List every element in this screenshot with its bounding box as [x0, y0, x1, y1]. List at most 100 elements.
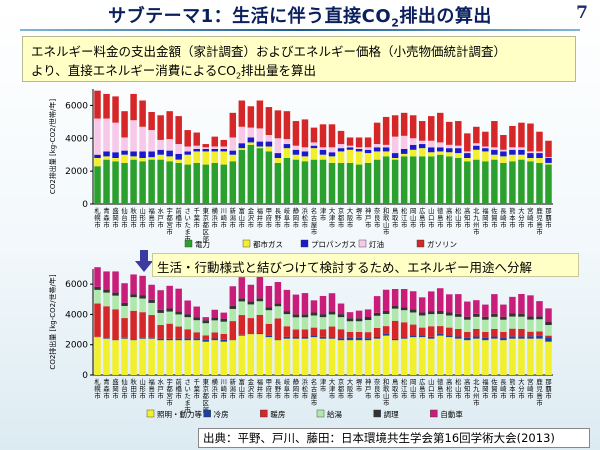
bar-segment: [301, 338, 309, 375]
bar-segment: [121, 302, 128, 306]
bar-segment: [130, 310, 137, 340]
bar-segment: [184, 130, 191, 147]
y-tick-label: 4000: [65, 310, 88, 320]
bar-segment: [373, 144, 381, 148]
bar-segment: [482, 146, 489, 149]
bar-segment: [184, 329, 191, 339]
legend-swatch: [416, 239, 425, 248]
bar-segment: [94, 267, 101, 287]
x-tick-label: 福岡市: [482, 206, 488, 229]
bar-segment: [545, 164, 552, 204]
bar-segment: [193, 132, 200, 146]
bar-segment: [310, 315, 318, 328]
bar-segment: [292, 314, 300, 318]
bar-segment: [139, 151, 146, 158]
bar-segment: [418, 335, 426, 338]
bar-segment: [373, 151, 381, 160]
bar-segment: [536, 338, 543, 375]
bar-segment: [482, 161, 489, 204]
bar-segment: [265, 307, 273, 311]
title-bar: サブテーマ1：生活に伴う直接CO2排出の算出 7: [0, 0, 600, 30]
bar-segment: [211, 146, 219, 149]
page-number: 7: [576, 3, 588, 23]
bar-segment: [211, 317, 219, 321]
bar-segment: [491, 121, 498, 148]
bar-segment: [184, 164, 191, 204]
bar-segment: [382, 335, 390, 375]
bar-segment: [382, 289, 390, 311]
x-tick-label: 那覇市: [545, 207, 551, 229]
bar-segment: [184, 154, 191, 165]
bar-segment: [464, 340, 471, 375]
bar-segment: [418, 148, 426, 157]
bar-segment: [536, 151, 543, 154]
bar-segment: [500, 162, 507, 204]
bar-segment: [103, 338, 110, 339]
bar-segment: [337, 329, 345, 339]
x-tick-label: 大分市: [518, 377, 525, 400]
bar-segment: [130, 340, 137, 375]
bar-segment: [509, 147, 516, 150]
x-tick-label: 福井市: [257, 206, 263, 229]
bar-segment: [211, 151, 219, 163]
bar-segment: [464, 133, 471, 152]
bar-segment: [256, 146, 264, 149]
bar-segment: [527, 123, 534, 152]
bar-segment: [364, 317, 372, 321]
legend-swatch: [260, 409, 268, 418]
x-tick-label: 東京都区部: [203, 377, 210, 414]
bar-segment: [229, 308, 237, 322]
bar-segment: [455, 145, 462, 149]
bar-segment: [121, 111, 128, 138]
bar-segment: [274, 339, 282, 341]
bar-segment: [446, 312, 453, 316]
bar-segment: [328, 293, 336, 312]
x-tick-label: 横浜市: [212, 206, 219, 229]
bar-segment: [518, 316, 525, 329]
x-tick-label: 新潟市: [230, 377, 237, 400]
y-tick-label: 4000: [65, 134, 88, 144]
bar-segment: [455, 328, 462, 337]
x-tick-label: 仙台市: [121, 377, 127, 400]
bar-segment: [139, 337, 146, 339]
bar-segment: [139, 158, 146, 162]
bar-segment: [319, 317, 327, 330]
bar-segment: [545, 162, 552, 165]
y-tick-label: 6000: [65, 280, 88, 290]
bar-segment: [446, 152, 453, 157]
bar-segment: [274, 303, 282, 307]
bar-segment: [400, 156, 408, 204]
bar-segment: [121, 318, 128, 338]
x-tick-label: 川崎市: [221, 379, 228, 400]
bar-segment: [437, 147, 444, 152]
bar-segment: [509, 154, 516, 162]
bar-segment: [382, 151, 390, 157]
bar-segment: [265, 151, 273, 204]
bar-segment: [437, 142, 444, 148]
bar-segment: [482, 151, 489, 162]
bar-segment: [337, 317, 345, 330]
bar-segment: [211, 136, 219, 147]
bar-segment: [94, 158, 101, 167]
bar-segment: [283, 314, 291, 327]
x-tick-label: 那覇市: [545, 378, 551, 400]
x-tick-label: 堺市: [356, 206, 363, 222]
bar-segment: [247, 304, 255, 319]
bar-segment: [256, 141, 264, 147]
bar-segment: [337, 340, 345, 375]
bar-segment: [527, 151, 534, 154]
x-tick-label: 名古屋市: [311, 206, 317, 236]
bar-segment: [220, 341, 228, 375]
x-tick-label: 静岡市: [293, 206, 300, 229]
x-tick-label: 佐賀市: [491, 377, 498, 400]
bar-segment: [229, 305, 237, 309]
bar-segment: [148, 112, 155, 131]
x-tick-label: 宮崎市: [527, 377, 534, 400]
y-tick-label: 2000: [65, 167, 88, 177]
bar-segment: [238, 143, 246, 149]
bar-segment: [175, 314, 182, 327]
x-tick-label: 高松市: [446, 377, 453, 400]
bar-segment: [373, 315, 381, 328]
bar-segment: [427, 336, 435, 339]
x-tick-label: 盛岡市: [112, 206, 118, 229]
